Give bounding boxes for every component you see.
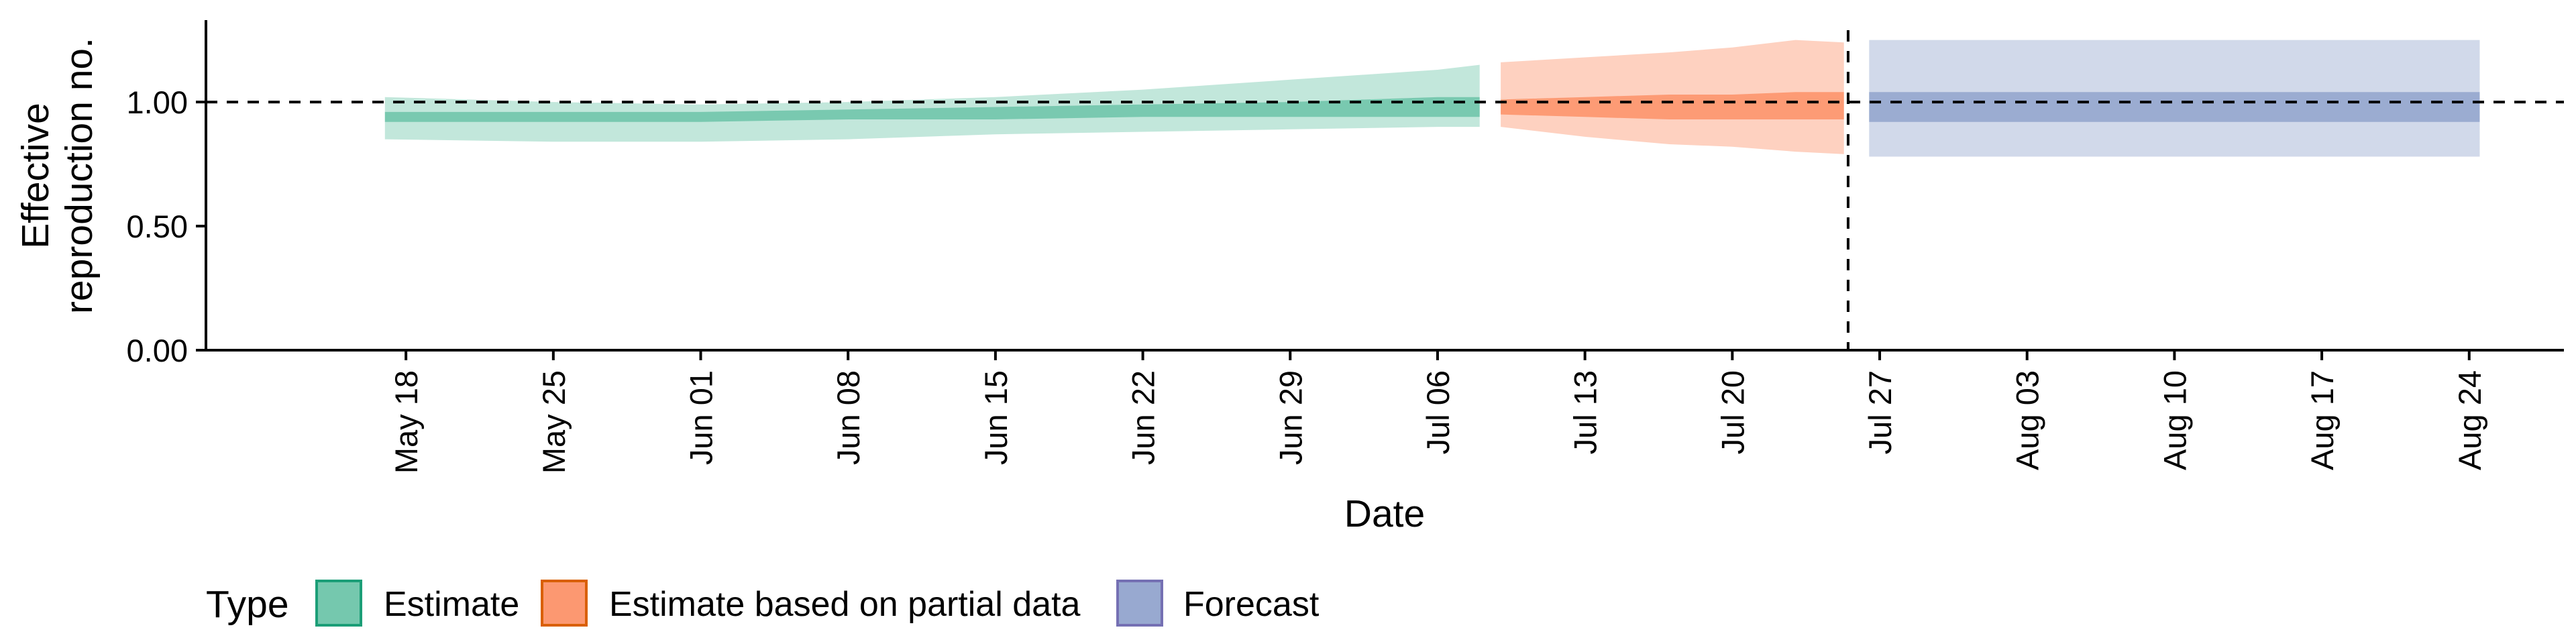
x-tick-label: Jul 13 (1568, 370, 1603, 454)
x-tick-label: Aug 17 (2304, 370, 2340, 470)
x-tick-label: Jun 15 (978, 370, 1014, 465)
x-tick-label: Aug 24 (2452, 370, 2487, 470)
legend-label-estimate: Estimate (384, 585, 519, 624)
x-axis-title: Date (1344, 492, 1425, 535)
x-tick-label: May 25 (536, 370, 572, 474)
legend-key-forecast (1116, 580, 1163, 627)
legend-title: Type (206, 583, 289, 626)
x-tick-label: Jul 27 (1862, 370, 1898, 454)
legend-key-partial-data (541, 580, 588, 627)
x-tick-label: Jul 20 (1715, 370, 1750, 454)
x-tick-label: Aug 10 (2157, 370, 2192, 470)
x-tick-label: Aug 03 (2010, 370, 2045, 470)
x-tick-label: May 18 (388, 370, 424, 474)
estimate-band-90 (384, 64, 1480, 142)
y-tick-label: 0.00 (127, 333, 188, 368)
lines-layer (206, 30, 2564, 350)
legend: Type Estimate Estimate based on partial … (206, 580, 1320, 627)
y-tick-label: 1.00 (127, 85, 188, 120)
legend-key-estimate (315, 580, 362, 627)
x-tick-label: Jun 22 (1126, 370, 1161, 465)
x-tick-label: Jul 06 (1420, 370, 1456, 454)
x-tick-label: Jun 01 (684, 370, 719, 465)
axes-layer: 0.00 0.50 1.00 May 18 May 25 Jun 01 Jun 08 Jun … (127, 20, 2564, 474)
x-tick-label: Jun 08 (830, 370, 866, 465)
estimate-band-50 (384, 97, 1480, 122)
bands-layer (384, 40, 2480, 157)
forecast-band-50 (1869, 92, 2480, 122)
x-tick-label: Jun 29 (1273, 370, 1308, 465)
y-axis-title-line-2: reproduction no. (58, 38, 101, 314)
y-axis-title-line-1: Effective (14, 103, 57, 249)
estimate-based-on-partial-data-band-50 (1501, 92, 1844, 119)
y-tick-label: 0.50 (127, 209, 188, 244)
legend-label-partial-data: Estimate based on partial data (609, 585, 1081, 624)
legend-label-forecast: Forecast (1183, 585, 1320, 624)
